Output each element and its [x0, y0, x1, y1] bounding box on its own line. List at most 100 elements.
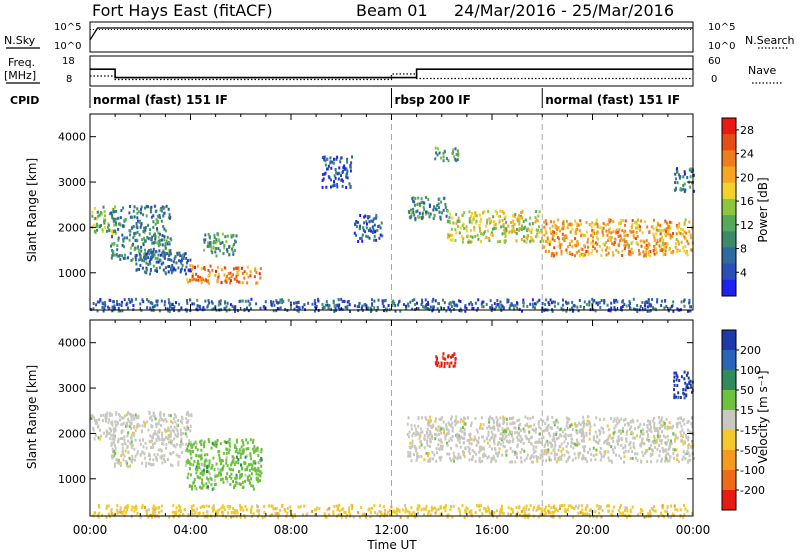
heatmap-cell — [507, 506, 510, 510]
heatmap-cell — [427, 302, 430, 306]
heatmap-cell — [344, 305, 347, 309]
heatmap-cell — [465, 225, 468, 229]
heatmap-cell — [221, 510, 224, 514]
heatmap-cell — [338, 303, 341, 307]
heatmap-cell — [152, 433, 155, 437]
heatmap-cell — [213, 483, 216, 486]
heatmap-cell — [588, 432, 591, 435]
heatmap-cell — [664, 424, 667, 428]
heatmap-cell — [189, 309, 192, 313]
heatmap-cell — [420, 197, 423, 201]
heatmap-cell — [197, 264, 199, 268]
heatmap-cell — [691, 421, 693, 425]
heatmap-cell — [407, 416, 410, 420]
heatmap-cell — [495, 451, 498, 455]
heatmap-cell — [667, 225, 670, 229]
heatmap-cell — [574, 442, 576, 446]
heatmap-cell — [515, 505, 518, 509]
heatmap-cell — [303, 504, 306, 508]
heatmap-cell — [614, 430, 617, 434]
heatmap-cell — [410, 208, 412, 212]
heatmap-cell — [105, 506, 108, 510]
heatmap-cell — [99, 297, 102, 301]
heatmap-cell — [326, 508, 329, 512]
heatmap-cell — [403, 303, 405, 307]
heatmap-cell — [238, 451, 241, 455]
heatmap-cell — [123, 509, 126, 513]
heatmap-cell — [247, 447, 250, 450]
heatmap-cell — [531, 454, 534, 458]
heatmap-cell — [158, 428, 161, 432]
heatmap-cell — [377, 225, 380, 228]
heatmap-cell — [668, 426, 671, 430]
heatmap-cell — [641, 231, 644, 235]
heatmap-cell — [196, 507, 198, 511]
heatmap-cell — [119, 414, 122, 418]
heatmap-cell — [181, 450, 183, 454]
heatmap-cell — [373, 223, 376, 227]
heatmap-cell — [195, 442, 198, 446]
heatmap-cell — [618, 506, 621, 510]
heatmap-cell — [188, 484, 191, 488]
heatmap-cell — [606, 442, 608, 446]
heatmap-cell — [502, 223, 505, 226]
heatmap-cell — [649, 454, 652, 458]
heatmap-cell — [230, 476, 233, 480]
heatmap-cell — [532, 447, 535, 451]
heatmap-cell — [626, 233, 629, 237]
heatmap-cell — [536, 506, 539, 510]
heatmap-cell — [413, 298, 416, 302]
heatmap-cell — [675, 242, 678, 246]
heatmap-cell — [648, 447, 651, 451]
heatmap-cell — [217, 473, 220, 477]
heatmap-cell — [136, 230, 139, 234]
heatmap-cell — [464, 510, 467, 514]
heatmap-cell — [444, 506, 447, 509]
heatmap-cell — [478, 223, 481, 227]
heatmap-cell — [673, 393, 676, 397]
heatmap-cell — [454, 361, 457, 365]
heatmap-cell — [297, 505, 300, 509]
heatmap-cell — [515, 239, 518, 243]
heatmap-cell — [500, 307, 503, 311]
heatmap-cell — [213, 235, 216, 239]
heatmap-cell — [467, 449, 470, 453]
heatmap-cell — [471, 303, 474, 307]
heatmap-cell — [586, 512, 588, 516]
heatmap-cell — [239, 515, 242, 519]
heatmap-cell — [281, 301, 284, 305]
heatmap-cell — [404, 510, 407, 514]
heatmap-cell — [252, 487, 255, 491]
heatmap-cell — [216, 509, 219, 513]
heatmap-cells — [90, 146, 695, 313]
heatmap-cell — [95, 224, 98, 228]
heatmap-cell — [123, 454, 126, 458]
heatmap-cell — [172, 428, 174, 432]
heatmap-cell — [682, 515, 685, 519]
heatmap-cell — [575, 251, 578, 255]
heatmap-cell — [563, 239, 566, 243]
heatmap-cell — [684, 188, 687, 192]
heatmap-cell — [470, 437, 473, 441]
heatmap-cell — [189, 467, 191, 471]
heatmap-cell — [376, 512, 379, 516]
heatmap-cell — [660, 299, 663, 303]
heatmap-cell — [538, 210, 541, 214]
heatmap-cell — [643, 240, 646, 244]
heatmap-cell — [225, 240, 228, 244]
heatmap-cell — [599, 458, 602, 462]
heatmap-cell — [429, 437, 431, 441]
heatmap-cell — [640, 244, 643, 248]
heatmap-cell — [157, 506, 160, 510]
heatmap-cell — [194, 446, 197, 449]
heatmap-cell — [607, 237, 610, 241]
heatmap-cell — [221, 459, 224, 463]
heatmap-cell — [108, 432, 111, 435]
heatmap-cell — [193, 512, 196, 516]
heatmap-cell — [687, 419, 690, 423]
heatmap-cell — [180, 267, 183, 271]
heatmap-cell — [561, 453, 564, 457]
heatmap-cell — [185, 265, 188, 269]
heatmap-cell — [605, 229, 608, 233]
heatmap-cell — [594, 458, 597, 462]
